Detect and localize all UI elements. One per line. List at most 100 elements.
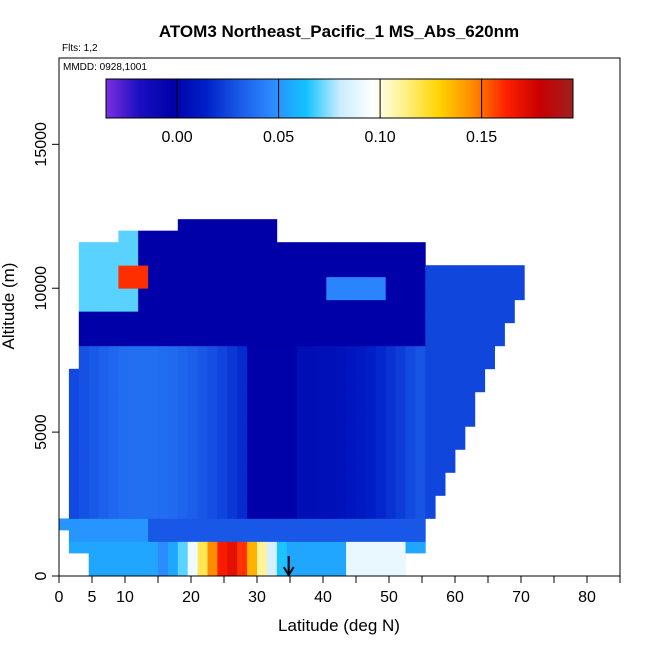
heatmap-cell [98,242,109,255]
heatmap-cell [375,299,387,312]
heatmap-cell [464,288,476,301]
heatmap-cell [365,299,377,312]
heatmap-cell [98,529,109,542]
heatmap-cell [197,242,208,255]
heatmap-cell [435,437,446,450]
heatmap-cell [197,472,208,485]
heatmap-cell [108,529,119,542]
heatmap-cell [167,403,179,416]
heatmap-cell [138,299,149,312]
heatmap-cell [98,288,109,301]
heatmap-cell [326,253,337,266]
heatmap-cell [296,449,307,462]
heatmap-cell [138,265,149,278]
heatmap-cell [356,426,367,439]
heatmap-cell [296,322,307,335]
heatmap-cell [108,426,119,439]
heatmap-cell [217,322,228,335]
heatmap-cell [385,288,396,301]
heatmap-cell [128,472,139,485]
heatmap-cell [435,483,446,496]
heatmap-cell [365,288,377,301]
heatmap-cell [148,357,159,370]
x-tick-label: 50 [380,589,398,606]
heatmap-cell [177,368,189,381]
heatmap-cell [78,357,90,370]
heatmap-cell [197,311,208,324]
heatmap-cell [88,242,99,255]
heatmap-cell [405,483,416,496]
heatmap-cell [138,426,149,439]
heatmap-cell [365,357,377,370]
heatmap-cell [276,391,288,404]
heatmap-cell [217,529,228,542]
heatmap-cell [266,219,278,232]
heatmap-cell [257,230,268,243]
heatmap-cell [395,380,406,393]
heatmap-cell [286,391,297,404]
heatmap-cell [257,437,268,450]
heatmap-cell [167,414,179,427]
heatmap-cell [257,288,268,301]
heatmap-cell [405,311,416,324]
heatmap-cell [227,460,238,473]
heatmap-cell [405,472,416,485]
heatmap-cell [187,518,198,531]
heatmap-cell [286,483,297,496]
heatmap-cell [217,495,228,508]
heatmap-cell [207,506,218,519]
heatmap-cell [266,322,278,335]
heatmap-cell [306,311,317,324]
heatmap-cell [306,368,317,381]
heatmap-cell [207,564,218,576]
heatmap-cell [128,357,139,370]
heatmap-cell [266,253,278,266]
heatmap-cell [158,253,169,266]
heatmap-cell [247,414,258,427]
heatmap-cell [435,414,446,427]
heatmap-cell [316,426,327,439]
heatmap-cell [78,495,90,508]
heatmap-cell [425,334,436,347]
heatmap-cell [395,426,406,439]
heatmap-cell [257,265,268,278]
heatmap-cell [415,403,426,416]
heatmap-cell [405,242,416,255]
heatmap-cell [316,242,327,255]
heatmap-cell [276,265,288,278]
heatmap-cell [138,357,149,370]
heatmap-cell [88,368,99,381]
heatmap-cell [237,529,248,542]
heatmap-cell [356,288,367,301]
heatmap-cell [276,495,288,508]
heatmap-cell [316,253,327,266]
heatmap-cell [237,380,248,393]
heatmap-cell [385,426,396,439]
heatmap-cell [316,529,327,542]
heatmap-cell [385,242,396,255]
heatmap-cell [247,391,258,404]
heatmap-cell [286,552,297,565]
heatmap-cell [425,391,436,404]
heatmap-cell [445,414,456,427]
heatmap-cell [494,276,505,289]
heatmap-cell [68,472,80,485]
heatmap-cell [296,495,307,508]
heatmap-cell [177,449,189,462]
heatmap-cell [207,541,218,554]
heatmap-cell [247,219,258,232]
heatmap-cell [128,276,139,289]
heatmap-cell [455,426,466,439]
heatmap-cell [435,368,446,381]
heatmap-cell [167,506,179,519]
heatmap-cell [494,334,505,347]
heatmap-cell [435,380,446,393]
heatmap-cell [108,345,119,358]
heatmap-cell [167,460,179,473]
heatmap-cell [336,334,347,347]
heatmap-cell [365,345,377,358]
heatmap-cell [237,311,248,324]
heatmap-cell [138,368,149,381]
heatmap-cell [237,541,248,554]
heatmap-cell [425,345,436,358]
